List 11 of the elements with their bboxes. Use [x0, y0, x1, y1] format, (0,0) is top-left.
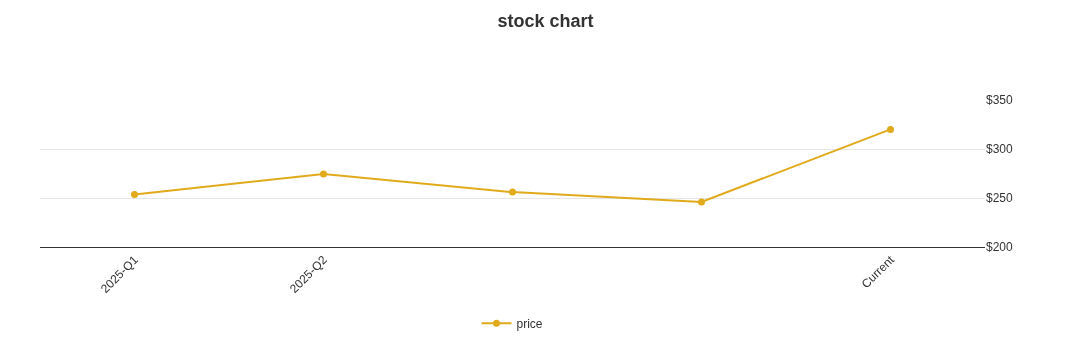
point [698, 198, 705, 206]
y-tick-label: $300 [986, 142, 1014, 157]
chart-title: stock chart [497, 10, 594, 31]
y-tick-label: $200 [986, 240, 1014, 255]
point [131, 191, 138, 199]
point [509, 188, 516, 196]
y-tick-label: $250 [986, 191, 1014, 206]
point [320, 170, 327, 178]
y-tick-label: $350 [986, 93, 1014, 108]
legend-label: price [516, 316, 543, 331]
point [887, 125, 894, 133]
